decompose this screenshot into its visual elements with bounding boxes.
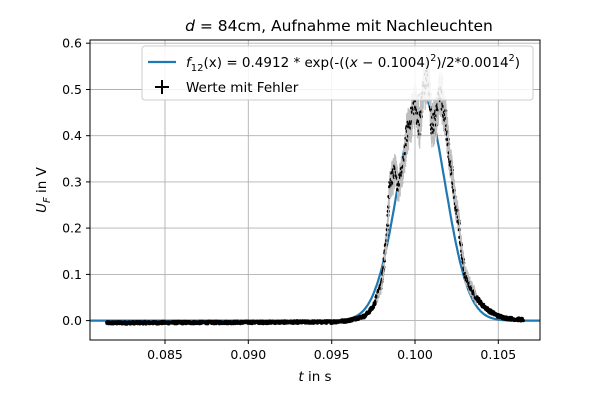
y-tick-label: 0.1 [62,267,82,282]
legend-box [141,45,534,101]
legend-fit-label: f12(x) = 0.4912 * exp(-((x − 0.1004)2)/2… [186,53,520,74]
y-tick-label: 0.2 [62,221,82,236]
y-tick-label: 0.3 [62,174,82,189]
x-tick-label: 0.105 [480,347,516,362]
data-point [482,302,486,306]
chart-title: d = 84cm, Aufnahme mit Nachleuchten [185,17,493,35]
y-axis-ticks: 0.0 0.1 0.2 0.3 0.4 0.5 0.6 [62,36,90,328]
plot-frame [89,39,541,341]
x-tick-label: 0.100 [397,347,433,362]
data-point [373,302,377,306]
legend: f12(x) = 0.4912 * exp(-((x − 0.1004)2)/2… [141,45,534,101]
data-point [521,319,525,323]
legend-data-label: Werte mit Fehler [186,80,299,96]
x-axis-ticks: 0.085 0.090 0.095 0.100 0.105 [147,340,516,362]
y-axis-label: UF in V [34,166,53,213]
data-point [371,305,376,309]
x-tick-label: 0.090 [230,347,266,362]
data-points [105,54,525,326]
y-tick-label: 0.4 [62,128,82,143]
x-tick-label: 0.095 [314,347,350,362]
y-tick-label: 0.5 [62,82,82,97]
y-tick-label: 0.0 [62,313,82,328]
x-axis-label: t in s [298,369,331,385]
y-tick-label: 0.6 [62,36,82,51]
x-tick-label: 0.085 [147,347,183,362]
